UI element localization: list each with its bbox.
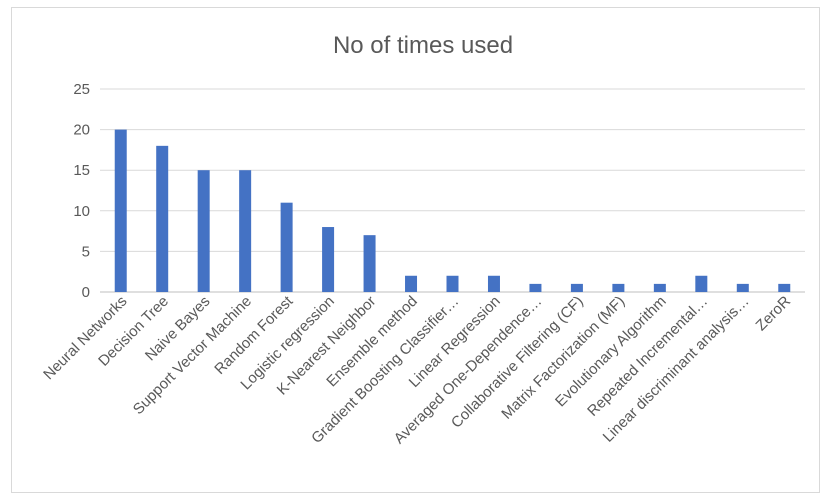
x-category-label: ZeroR <box>753 293 795 335</box>
y-axis-ticks: 0 5 10 15 20 25 <box>73 81 90 301</box>
bar <box>239 170 252 292</box>
bars <box>114 129 791 292</box>
bar <box>197 170 210 292</box>
chart-frame <box>11 7 820 493</box>
bar <box>570 283 583 292</box>
bar <box>778 283 791 292</box>
bar <box>446 275 459 292</box>
bar <box>487 275 500 292</box>
bar <box>405 275 418 292</box>
gridlines <box>100 88 805 293</box>
y-tick-label: 0 <box>82 284 90 301</box>
bar <box>695 275 708 292</box>
bar <box>322 227 335 292</box>
bar <box>363 235 376 292</box>
bar <box>736 283 749 292</box>
y-tick-label: 5 <box>82 243 90 260</box>
chart-title: No of times used <box>333 32 513 59</box>
bar <box>653 283 666 292</box>
bar <box>280 202 293 292</box>
y-tick-label: 15 <box>73 162 90 179</box>
bar <box>156 145 169 292</box>
bar <box>114 129 127 292</box>
y-tick-label: 25 <box>73 81 90 98</box>
y-tick-label: 10 <box>73 203 90 220</box>
y-tick-label: 20 <box>73 122 90 139</box>
bar <box>529 283 542 292</box>
bar <box>612 283 625 292</box>
